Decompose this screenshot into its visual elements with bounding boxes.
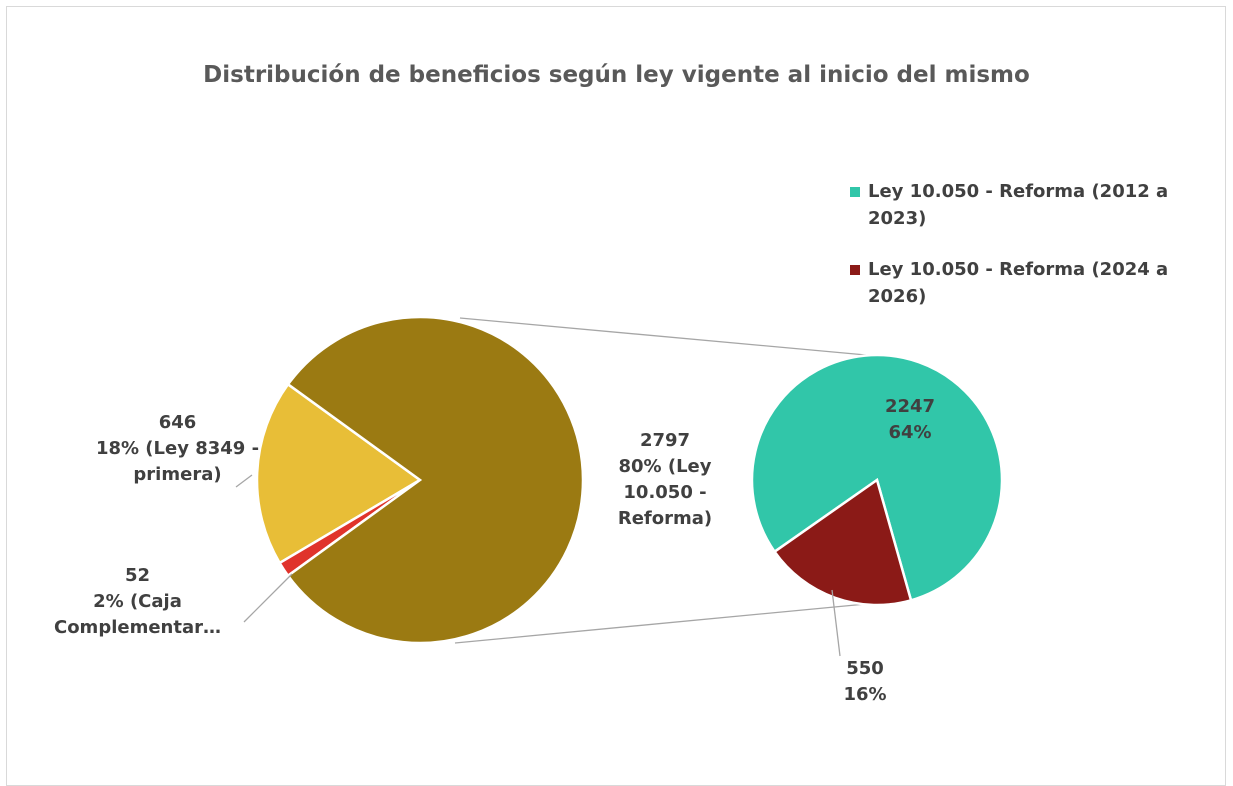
- pie-slice: [750, 353, 1004, 602]
- pie-slice: [772, 477, 913, 607]
- legend-item: Ley 10.050 - Reforma (2012 a 2023): [848, 178, 1218, 232]
- data-label: 646 18% (Ley 8349 - primera): [75, 410, 280, 488]
- percent-label: 16%: [843, 684, 887, 705]
- value-label: 2247: [884, 396, 936, 417]
- data-label: 52 2% (Caja Complementar…: [20, 563, 255, 641]
- chart-title: Distribución de beneficios según ley vig…: [203, 62, 1030, 88]
- value-label: 52: [124, 565, 151, 586]
- connector-line: [459, 317, 867, 356]
- value-label: 646: [158, 412, 197, 433]
- value-label: 550: [846, 658, 884, 679]
- percent-label: 18% (Ley 8349 - primera): [95, 438, 260, 485]
- data-label: 2247 64%: [865, 394, 955, 446]
- leader-line: [831, 589, 841, 657]
- legend-swatch: [850, 187, 860, 197]
- leader-line: [243, 573, 293, 623]
- leader-line: [235, 474, 253, 488]
- percent-label: 2% (Caja Complementar…: [53, 591, 221, 638]
- percent-label: 64%: [888, 422, 932, 443]
- connector-line: [454, 603, 867, 644]
- legend-swatch: [850, 265, 860, 275]
- legend-item: Ley 10.050 - Reforma (2024 a 2026): [848, 256, 1218, 310]
- pie-slice: [255, 382, 423, 565]
- data-label: 550 16%: [820, 656, 910, 708]
- pie-slice: [286, 315, 585, 645]
- percent-label: 80% (Ley 10.050 - Reforma): [617, 456, 713, 529]
- legend-label: Ley 10.050 - Reforma (2012 a 2023): [868, 181, 1169, 229]
- value-label: 2797: [639, 430, 691, 451]
- legend-label: Ley 10.050 - Reforma (2024 a 2026): [868, 259, 1169, 307]
- data-label: 2797 80% (Ley 10.050 - Reforma): [595, 428, 735, 532]
